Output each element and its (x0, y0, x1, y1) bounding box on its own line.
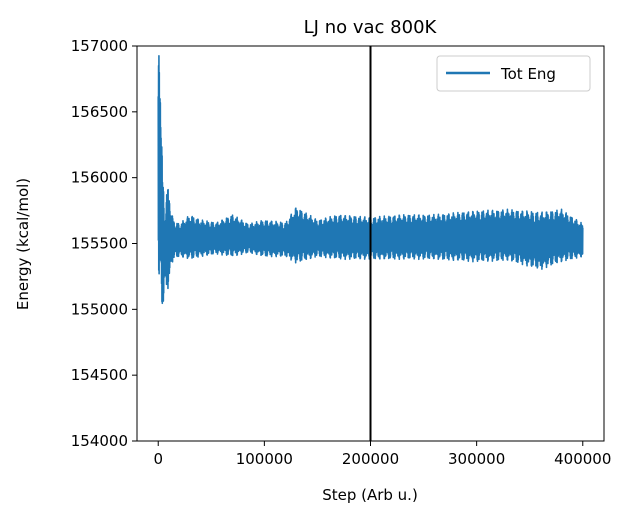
y-tick-label: 154500 (71, 366, 128, 384)
y-tick-label: 155000 (71, 300, 128, 318)
x-tick-label: 300000 (448, 450, 505, 468)
y-tick-label: 154000 (71, 432, 128, 450)
legend: Tot Eng (436, 55, 591, 92)
y-tick-label: 155500 (71, 235, 128, 253)
chart-title: LJ no vac 800K (304, 17, 438, 38)
legend-box (436, 55, 591, 92)
x-tick-label: 0 (153, 450, 163, 468)
plot-area (157, 46, 584, 441)
x-tick-label: 100000 (236, 450, 293, 468)
y-tick-label: 157000 (71, 37, 128, 55)
x-tick-label: 400000 (554, 450, 611, 468)
y-tick-label: 156500 (71, 103, 128, 121)
y-tick-label: 156000 (71, 169, 128, 187)
x-tick-label: 200000 (342, 450, 399, 468)
x-axis: 0 100000 200000 300000 400000 (153, 441, 611, 468)
legend-label-tot-eng: Tot Eng (500, 65, 556, 83)
y-axis-label: Energy (kcal/mol) (14, 178, 32, 310)
x-axis-label: Step (Arb u.) (322, 486, 418, 504)
y-axis: 154000 154500 155000 155500 156000 156500 1570… (71, 37, 137, 450)
